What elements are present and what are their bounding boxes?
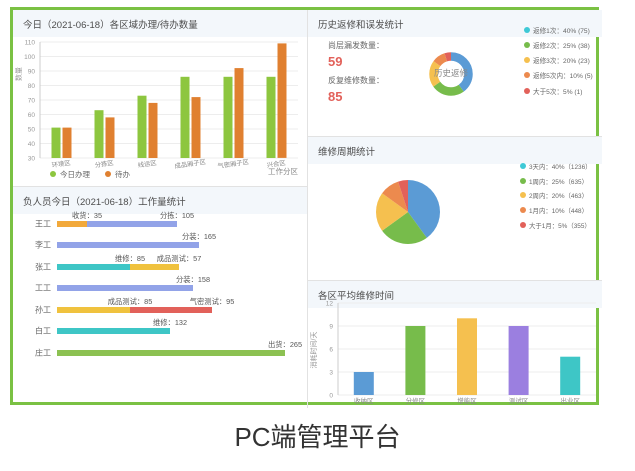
svg-text:环境区: 环境区 [51,158,71,170]
svg-text:收纳区: 收纳区 [354,396,374,405]
svg-text:成品厢子区: 成品厢子区 [174,157,206,170]
svg-text:气密厢子区: 气密厢子区 [217,157,249,170]
svg-text:历史返修: 历史返修 [434,68,469,78]
svg-text:50: 50 [28,127,36,134]
svg-text:9: 9 [329,324,333,331]
svg-text:3: 3 [329,370,333,377]
svg-text:12: 12 [326,301,334,308]
svg-text:110: 110 [25,40,36,47]
svg-text:分拣区: 分拣区 [94,158,114,170]
svg-text:40: 40 [28,141,36,148]
svg-text:100: 100 [24,54,35,61]
svg-text:测试区: 测试区 [509,396,529,405]
svg-text:消耗时间/天: 消耗时间/天 [309,332,318,369]
svg-text:工作分区: 工作分区 [268,166,298,176]
svg-text:90: 90 [28,69,36,76]
svg-text:数量: 数量 [14,67,23,81]
svg-text:60: 60 [28,112,36,119]
svg-text:70: 70 [28,98,36,105]
svg-text:80: 80 [28,83,36,90]
svg-text:分修区: 分修区 [406,396,426,405]
svg-text:6: 6 [329,347,333,354]
svg-text:今日办理: 今日办理 [60,169,90,179]
svg-text:0: 0 [329,393,333,400]
svg-text:线运区: 线运区 [137,158,157,170]
svg-text:待办: 待办 [115,169,130,179]
svg-text:30: 30 [28,156,36,163]
svg-text:增能区: 增能区 [457,396,477,405]
svg-text:出业区: 出业区 [560,396,580,405]
